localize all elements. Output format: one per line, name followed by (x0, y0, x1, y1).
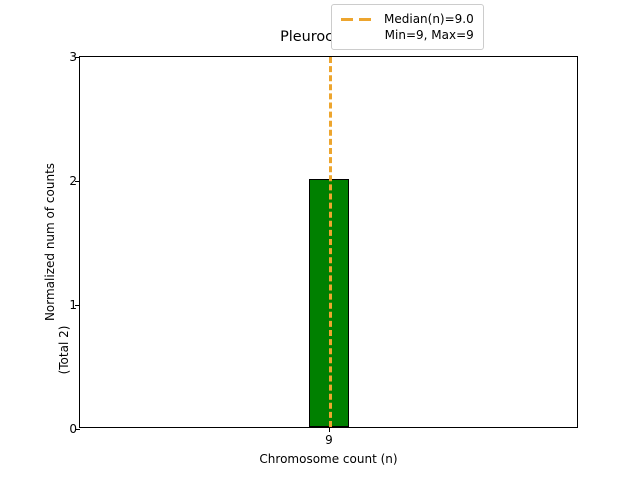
y-tick-label: 0 (69, 422, 77, 436)
x-axis-label: Chromosome count (n) (259, 452, 398, 466)
y-tick-label: 2 (69, 174, 77, 188)
y-tick-label: 1 (69, 298, 77, 312)
plot-area: 0 1 2 3 9 (69, 51, 578, 447)
y-axis-sublabel-wrap: (Total 2) (55, 56, 73, 428)
x-tick-mark (329, 427, 330, 432)
y-tick-mark (75, 57, 80, 58)
y-tick-mark (75, 429, 80, 430)
y-tick-label: 3 (69, 50, 77, 64)
legend: Median(n)=9.0 Min=9, Max=9 (331, 4, 484, 50)
y-tick-mark (75, 181, 80, 182)
y-axis-sublabel: (Total 2) (57, 325, 71, 375)
legend-text-group: Median(n)=9.0 Min=9, Max=9 (384, 11, 474, 43)
legend-label-minmax: Min=9, Max=9 (384, 28, 474, 42)
median-line (329, 57, 332, 427)
legend-label-median: Median(n)=9.0 (384, 12, 474, 26)
legend-dash-segment (341, 18, 353, 21)
y-tick-mark (75, 305, 80, 306)
legend-dashed-line-icon (340, 12, 376, 27)
x-tick-label: 9 (325, 433, 333, 447)
page-title: Pleurocoronis (280, 29, 377, 45)
legend-dash-segment (359, 18, 371, 21)
